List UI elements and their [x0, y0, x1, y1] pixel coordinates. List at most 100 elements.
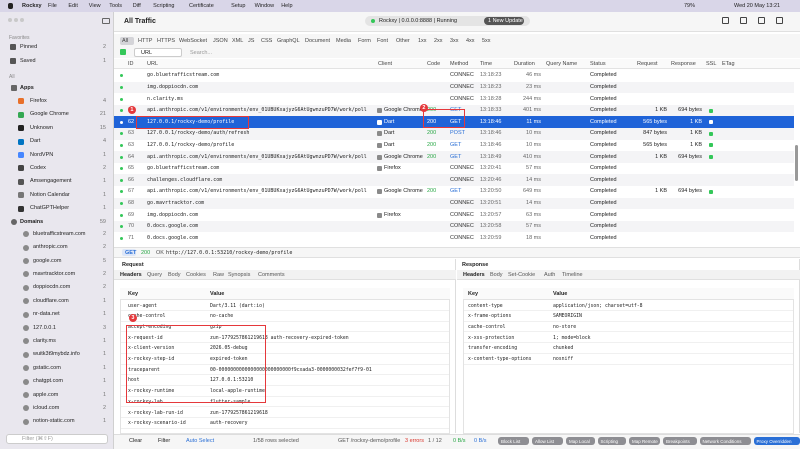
sidebar-item[interactable]: Dart — [30, 138, 41, 145]
sidebar-item[interactable]: Firefox — [30, 97, 47, 104]
update-badge-text[interactable]: 1 New Update — [488, 17, 523, 24]
menu-item[interactable]: File — [48, 2, 57, 9]
tool-pill-text[interactable]: Map Remote — [632, 438, 658, 444]
table-row[interactable] — [114, 139, 794, 152]
column-header[interactable]: Duration — [514, 60, 535, 67]
sidebar-item[interactable]: cloudflare.com — [33, 297, 69, 304]
sidebar-item[interactable]: 127.0.0.1 — [33, 324, 56, 331]
checkbox[interactable] — [120, 49, 126, 55]
tool-pill-text[interactable]: Proxy Overridden — [756, 438, 792, 444]
toolbar-button[interactable] — [758, 17, 765, 24]
menu-item[interactable]: Edit — [68, 2, 78, 9]
pane-tab[interactable]: Headers — [120, 271, 142, 278]
sidebar-item[interactable]: NordVPN — [30, 151, 54, 158]
filter-tab[interactable]: CSS — [261, 37, 273, 44]
table-row[interactable] — [114, 232, 794, 244]
pane-tab[interactable]: Set-Cookie — [508, 271, 536, 278]
tool-pill-text[interactable]: Scripting — [600, 438, 619, 444]
filter-tab[interactable]: All — [122, 37, 129, 44]
tool-pill[interactable] — [753, 437, 800, 445]
tool-pill[interactable] — [597, 437, 626, 445]
table-row[interactable] — [114, 209, 794, 221]
column-header[interactable]: URL — [147, 60, 159, 67]
column-header[interactable]: Time — [480, 60, 493, 67]
table-row[interactable] — [114, 162, 794, 175]
column-header[interactable]: Method — [450, 60, 469, 67]
sidebar-item[interactable]: wuitk3t9mybdz.info — [33, 351, 80, 358]
sidebar-item[interactable]: nr-data.net — [33, 311, 60, 318]
filter-tab[interactable]: HTTPS — [157, 37, 176, 44]
tool-pill-text[interactable]: Allow List — [535, 438, 555, 444]
filter-tab[interactable]: JS — [248, 37, 255, 44]
tool-pill[interactable] — [566, 437, 595, 445]
table-row[interactable] — [114, 174, 794, 186]
sidebar-item[interactable]: Google Chrome — [30, 111, 69, 118]
tool-pill-text[interactable]: Map Local — [569, 438, 590, 444]
sidebar-group[interactable]: Apps — [20, 84, 34, 91]
pane-tab[interactable]: Cookies — [186, 271, 206, 278]
filter-tab[interactable]: 4xx — [466, 37, 475, 44]
sidebar-item[interactable]: mavrtracktor.com — [33, 270, 76, 277]
tool-pill-text[interactable]: Breakpoints — [666, 438, 690, 444]
menu-item[interactable]: Diff — [132, 2, 141, 9]
tool-pill[interactable] — [663, 437, 697, 445]
pane-tab[interactable]: Body — [490, 271, 503, 278]
sidebar-item[interactable]: ChatGPTHelper — [30, 205, 70, 212]
filter-tab[interactable]: GraphQL — [277, 37, 300, 44]
table-row[interactable] — [114, 128, 794, 140]
menu-item[interactable]: Window — [254, 2, 275, 9]
filter-tab[interactable]: 3xx — [450, 37, 459, 44]
pane-tab[interactable]: Body — [168, 271, 181, 278]
sidebar-item[interactable]: apple.com — [33, 391, 59, 398]
sidebar-item[interactable]: doppiocdn.com — [33, 284, 71, 291]
sidebar-filter[interactable] — [6, 434, 108, 444]
filter-tab[interactable]: Font — [377, 37, 389, 44]
column-header[interactable]: Client — [378, 60, 393, 67]
table-row[interactable] — [114, 70, 794, 82]
column-header[interactable]: ID — [128, 60, 134, 67]
tool-pill[interactable] — [532, 437, 563, 445]
column-header[interactable]: Response — [671, 60, 696, 67]
toolbar-button[interactable]: Auto Select — [186, 437, 215, 444]
table-row[interactable] — [114, 220, 794, 233]
pane-tab[interactable]: Raw — [213, 271, 225, 278]
sidebar-item[interactable]: Notion Calendar — [30, 191, 70, 198]
tool-pill[interactable] — [498, 437, 529, 445]
menu-item[interactable]: Setup — [231, 2, 246, 9]
sidebar-item[interactable]: Saved — [20, 57, 36, 64]
sidebar-item[interactable]: Codex — [30, 164, 46, 171]
table-row[interactable] — [114, 81, 794, 94]
sidebar-item[interactable]: Pinned — [20, 43, 38, 50]
menu-item[interactable]: Scripting — [153, 2, 175, 9]
pane-tab[interactable]: Query — [147, 271, 162, 278]
sidebar-item[interactable]: Amsengagement — [30, 178, 72, 185]
tool-pill[interactable] — [699, 437, 751, 445]
filter-tab[interactable]: Media — [336, 37, 351, 44]
filter-tab[interactable]: WebSocket — [179, 37, 208, 44]
sidebar-item[interactable]: chatgpt.com — [33, 378, 63, 385]
filter-tab[interactable]: Document — [305, 37, 331, 44]
sidebar-item[interactable]: notion-static.com — [33, 418, 75, 425]
filter-tab[interactable]: 5xx — [482, 37, 491, 44]
pane-tab[interactable]: Comments — [258, 271, 285, 278]
table-row[interactable] — [114, 197, 794, 210]
app-menu[interactable]: Rockxy — [22, 2, 42, 9]
filter-tab[interactable]: 2xx — [434, 37, 443, 44]
toolbar-button[interactable] — [740, 17, 747, 24]
table-row[interactable] — [114, 104, 794, 117]
sidebar-item[interactable]: anthropic.com — [33, 244, 68, 251]
sidebar-item[interactable]: bluetrafficstream.com — [33, 230, 86, 237]
filter-tab[interactable]: 1xx — [418, 37, 427, 44]
filter-tab[interactable]: Form — [358, 37, 371, 44]
toolbar-button[interactable] — [776, 17, 783, 24]
tool-pill-text[interactable]: Network Conditions — [702, 438, 742, 444]
menu-item[interactable]: View — [88, 2, 101, 9]
pane-tab[interactable]: Timeline — [562, 271, 583, 278]
column-header[interactable]: Code — [427, 60, 441, 67]
toolbar-button[interactable]: Filter — [158, 437, 171, 444]
column-header[interactable]: ETag — [722, 60, 735, 67]
column-header[interactable]: Status — [590, 60, 606, 67]
sidebar-item[interactable]: clarity.ms — [33, 337, 56, 344]
tool-pill[interactable] — [629, 437, 660, 445]
toolbar-button[interactable]: Clear — [129, 437, 143, 444]
